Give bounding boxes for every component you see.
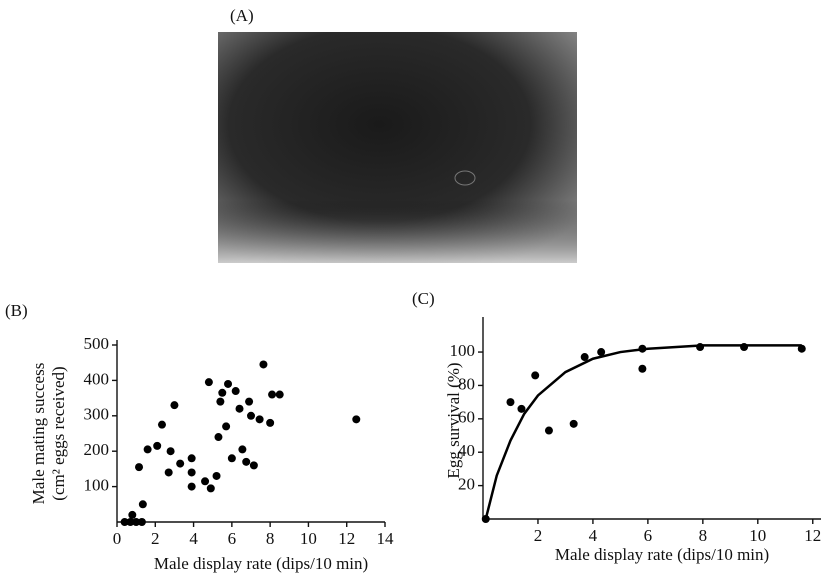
- x-tick-label: 12: [804, 526, 821, 545]
- panel-label: (B): [5, 301, 28, 320]
- point: [249, 461, 258, 470]
- point: [170, 401, 179, 410]
- point: [266, 418, 275, 427]
- x-tick-label: 0: [113, 529, 122, 548]
- point: [245, 397, 254, 406]
- point: [740, 343, 749, 352]
- x-tick-label: 10: [749, 526, 766, 545]
- y-tick-label: 400: [84, 369, 110, 388]
- x-tick-label: 2: [151, 529, 160, 548]
- point: [214, 433, 223, 442]
- y-tick-label: 300: [84, 405, 110, 424]
- point: [222, 422, 231, 431]
- point: [597, 348, 606, 357]
- point: [224, 379, 233, 388]
- x-tick-label: 8: [266, 529, 275, 548]
- point: [216, 397, 225, 406]
- x-tick-label: 12: [338, 529, 355, 548]
- x-tick-label: 2: [534, 526, 543, 545]
- point: [797, 344, 806, 353]
- point: [238, 445, 247, 454]
- x-axis-label: Male display rate (dips/10 min): [555, 545, 769, 564]
- point: [206, 484, 215, 493]
- point: [176, 459, 185, 468]
- point: [218, 388, 227, 397]
- point: [132, 518, 141, 526]
- point: [569, 419, 578, 428]
- point: [506, 398, 515, 407]
- point: [204, 378, 213, 387]
- point: [126, 518, 135, 526]
- point: [638, 364, 647, 373]
- point: [135, 463, 144, 472]
- x-tick-label: 6: [644, 526, 653, 545]
- photo-eye: [454, 170, 476, 186]
- point: [247, 411, 255, 420]
- point: [696, 343, 705, 352]
- x-tick-label: 6: [228, 529, 237, 548]
- point: [157, 420, 166, 429]
- panel-label: (A): [230, 6, 254, 25]
- y-tick-label: 40: [458, 441, 475, 460]
- point: [580, 353, 589, 362]
- y-tick-label: 200: [84, 440, 110, 459]
- y-tick-label: 80: [458, 374, 475, 393]
- y-axis-label: (cm² eggs received): [49, 366, 68, 500]
- point: [187, 454, 196, 463]
- x-tick-label: 10: [300, 529, 317, 548]
- point: [227, 454, 236, 463]
- x-tick-label: 4: [589, 526, 598, 545]
- y-tick-label: 500: [84, 334, 110, 353]
- y-tick-label: 100: [450, 341, 476, 360]
- point: [242, 457, 251, 466]
- point: [517, 404, 526, 413]
- y-axis-label: Male mating success: [29, 363, 48, 505]
- point: [187, 482, 196, 491]
- point: [201, 477, 210, 486]
- point: [275, 390, 284, 399]
- panel-label: (C): [412, 289, 435, 308]
- point: [143, 445, 152, 454]
- point: [231, 387, 240, 396]
- point: [153, 441, 162, 450]
- point: [212, 471, 221, 480]
- point: [235, 404, 244, 413]
- point: [255, 415, 264, 424]
- x-tick-label: 8: [699, 526, 708, 545]
- point: [259, 360, 268, 369]
- point: [166, 447, 175, 456]
- point: [137, 518, 146, 526]
- point: [164, 468, 173, 477]
- point: [638, 344, 647, 353]
- y-axis-label: Egg survival (%): [444, 362, 463, 478]
- x-tick-label: 14: [377, 529, 395, 548]
- point: [531, 371, 540, 380]
- point: [268, 390, 277, 399]
- photo-sand: [218, 200, 577, 263]
- point: [138, 500, 147, 509]
- y-tick-label: 100: [84, 476, 110, 495]
- point: [187, 468, 196, 477]
- point: [481, 515, 490, 523]
- point: [120, 518, 129, 526]
- y-tick-label: 60: [458, 408, 475, 427]
- fit-curve: [484, 344, 802, 520]
- y-tick-label: 20: [458, 475, 475, 494]
- point: [544, 426, 553, 435]
- point: [128, 510, 137, 519]
- x-tick-label: 4: [189, 529, 198, 548]
- x-axis-label: Male display rate (dips/10 min): [154, 554, 368, 573]
- point: [352, 415, 361, 424]
